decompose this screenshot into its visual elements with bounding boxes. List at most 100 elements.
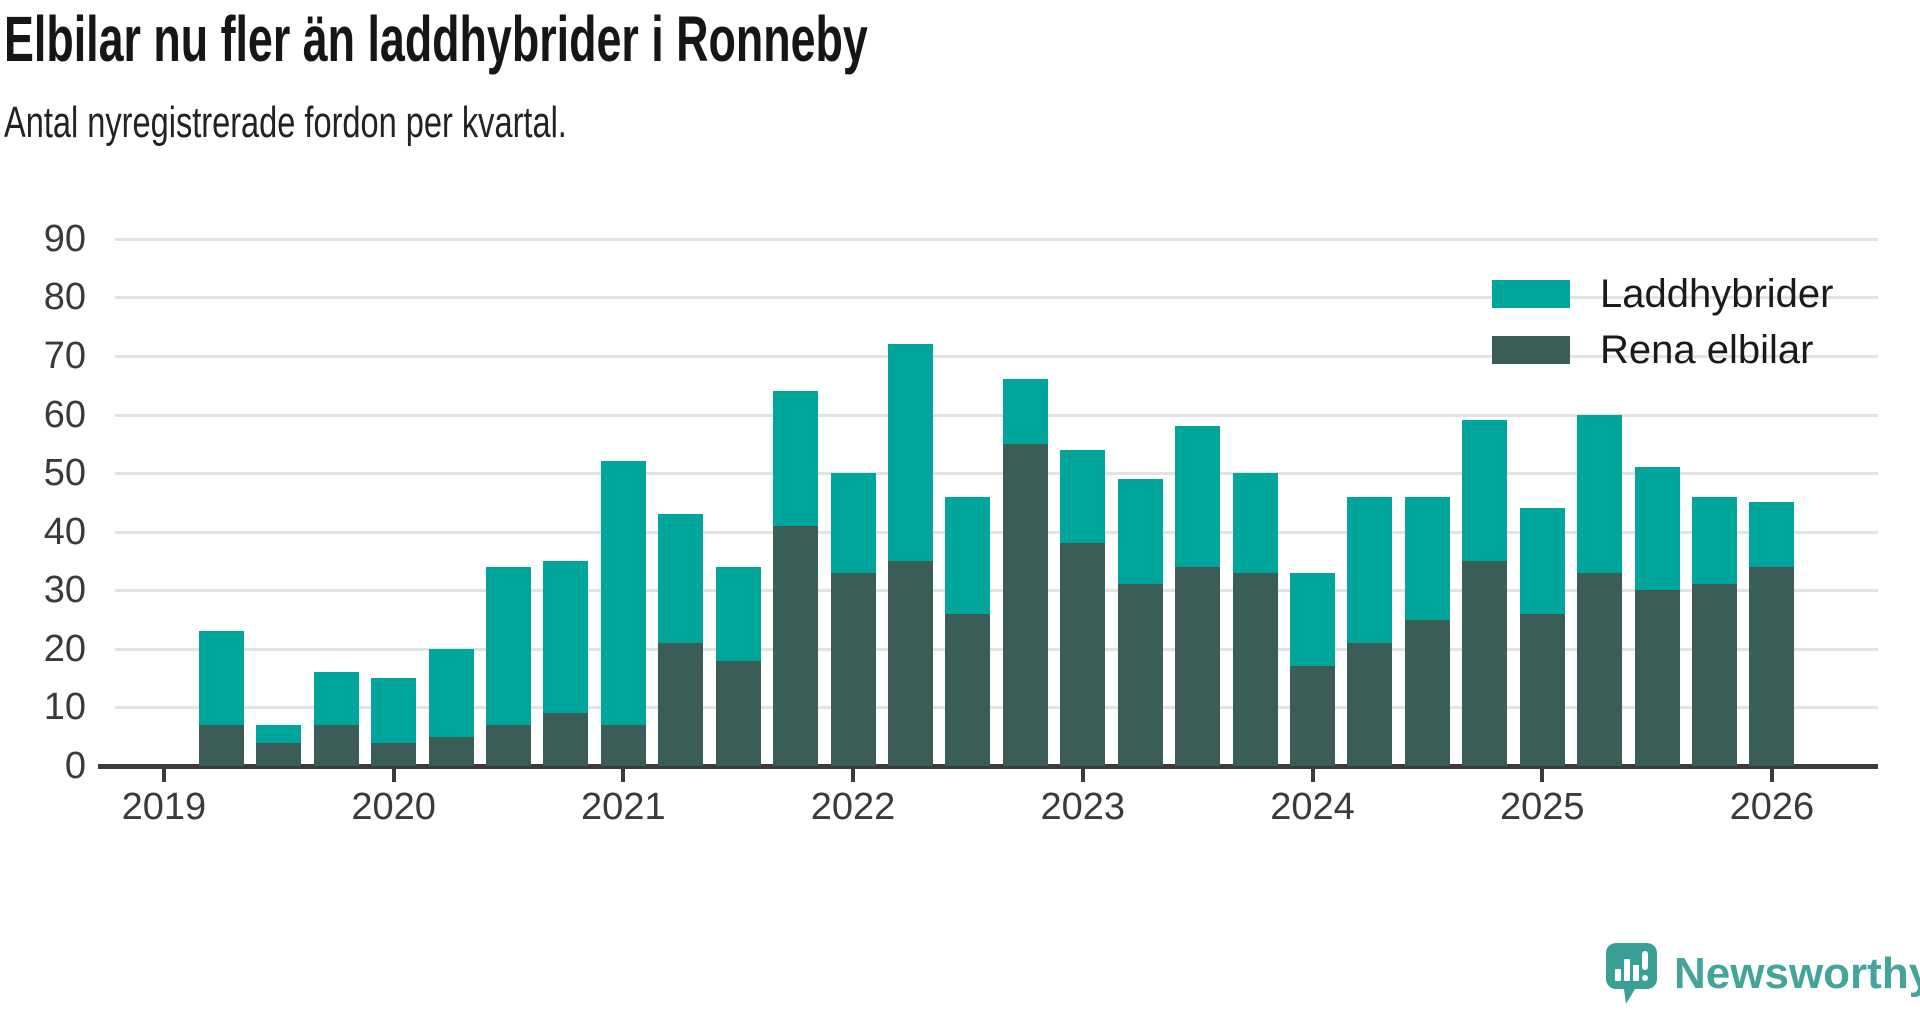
- bar-2023-Q2-laddhybrider: [1117, 479, 1163, 585]
- bar-2021-Q2-rena-elbilar: [658, 643, 704, 766]
- bar-2023-Q4-laddhybrider: [1232, 473, 1278, 573]
- bar-2020-Q1-rena-elbilar: [371, 742, 417, 766]
- legend: Laddhybrider Rena elbilar: [1492, 272, 1834, 391]
- bar-2019-Q4-rena-elbilar: [313, 725, 359, 766]
- bar-2024-Q3-rena-elbilar: [1404, 619, 1450, 766]
- bar-2022-Q4-laddhybrider: [1002, 379, 1048, 444]
- newsworthy-logo: Newsworthy: [1604, 942, 1920, 1006]
- x-axis-tick: [391, 766, 396, 782]
- legend-label-rena-elbilar: Rena elbilar: [1600, 327, 1814, 372]
- x-axis-tick-label: 2021: [581, 786, 666, 828]
- newsworthy-logo-text: Newsworthy: [1674, 949, 1920, 998]
- gridline: [115, 296, 1878, 300]
- bar-2024-Q1-rena-elbilar: [1290, 666, 1335, 766]
- bar-2020-Q4-laddhybrider: [543, 561, 589, 714]
- bar-2025-Q1-laddhybrider: [1519, 508, 1565, 614]
- bar-2025-Q1-rena-elbilar: [1519, 613, 1565, 766]
- bar-2020-Q2-rena-elbilar: [428, 736, 474, 766]
- y-axis-tick-label: 80: [43, 276, 86, 319]
- y-axis-tick-label: 90: [43, 217, 86, 260]
- bar-2019-Q2-laddhybrider: [198, 631, 244, 725]
- legend-label-laddhybrider: Laddhybrider: [1600, 271, 1834, 316]
- bar-2022-Q2-laddhybrider: [887, 344, 933, 561]
- x-axis-line: [98, 764, 1878, 769]
- x-axis-tick-label: 2024: [1270, 786, 1355, 828]
- bar-2020-Q3-laddhybrider: [485, 566, 531, 725]
- x-axis-tick-label: 2022: [810, 786, 896, 828]
- bar-2020-Q3-rena-elbilar: [485, 725, 531, 766]
- x-axis-tick-label: 2019: [121, 786, 207, 828]
- gridline: [115, 413, 1878, 417]
- gridline: [115, 706, 1878, 710]
- y-axis-tick-label: 50: [43, 452, 86, 495]
- bar-2024-Q1-laddhybrider: [1290, 572, 1335, 667]
- y-axis-tick-label: 10: [43, 686, 86, 729]
- bar-2026-Q1-rena-elbilar: [1749, 566, 1795, 766]
- gridline: [115, 530, 1878, 534]
- legend-row-laddhybrider: Laddhybrider: [1492, 272, 1834, 316]
- bar-2023-Q1-laddhybrider: [1060, 449, 1106, 544]
- gridline: [115, 472, 1878, 476]
- legend-swatch-rena-elbilar: [1492, 336, 1570, 364]
- bar-2025-Q2-laddhybrider: [1577, 414, 1623, 573]
- bar-2021-Q3-rena-elbilar: [715, 660, 761, 766]
- bar-2024-Q2-rena-elbilar: [1347, 643, 1393, 766]
- bar-2022-Q3-rena-elbilar: [945, 613, 991, 766]
- bar-2025-Q3-laddhybrider: [1634, 467, 1680, 591]
- bar-2025-Q4-laddhybrider: [1692, 496, 1737, 585]
- bar-2025-Q4-rena-elbilar: [1692, 584, 1737, 766]
- x-axis-tick-label: 2023: [1040, 786, 1126, 828]
- y-axis-tick-label: 20: [43, 627, 86, 670]
- x-axis-tick: [1769, 766, 1774, 782]
- bar-2020-Q1-laddhybrider: [371, 678, 417, 743]
- bar-2023-Q3-laddhybrider: [1175, 426, 1221, 567]
- x-axis-tick: [851, 766, 856, 782]
- bar-2021-Q4-rena-elbilar: [773, 525, 819, 766]
- gridline: [115, 237, 1878, 241]
- bar-2023-Q2-rena-elbilar: [1117, 584, 1163, 766]
- bar-2024-Q4-laddhybrider: [1462, 420, 1508, 561]
- x-axis-tick: [1540, 766, 1545, 782]
- gridline: [115, 647, 1878, 651]
- bar-2024-Q2-laddhybrider: [1347, 496, 1393, 643]
- bar-2019-Q2-rena-elbilar: [198, 725, 244, 766]
- y-axis-tick-label: 60: [43, 393, 86, 436]
- bar-2020-Q4-rena-elbilar: [543, 713, 589, 766]
- bar-2021-Q4-laddhybrider: [773, 391, 819, 526]
- bar-2021-Q1-laddhybrider: [600, 461, 646, 725]
- x-axis-tick: [161, 766, 166, 782]
- bar-2023-Q1-rena-elbilar: [1060, 543, 1106, 766]
- y-axis-tick-label: 0: [64, 745, 86, 787]
- newsworthy-logo-icon: [1606, 943, 1657, 1004]
- bar-2024-Q4-rena-elbilar: [1462, 561, 1508, 766]
- bar-2022-Q3-laddhybrider: [945, 496, 991, 614]
- x-axis-tick-label: 2020: [351, 786, 436, 828]
- bar-2021-Q3-laddhybrider: [715, 566, 761, 661]
- bar-2022-Q1-laddhybrider: [830, 473, 876, 573]
- gridline: [115, 589, 1878, 593]
- bar-2023-Q4-rena-elbilar: [1232, 572, 1278, 766]
- x-axis-tick-label: 2025: [1499, 786, 1585, 828]
- bar-2019-Q4-laddhybrider: [313, 672, 359, 725]
- x-axis-tick: [1080, 766, 1085, 782]
- x-axis-tick: [621, 766, 626, 782]
- bar-2019-Q3-rena-elbilar: [256, 742, 302, 766]
- bar-2022-Q4-rena-elbilar: [1002, 443, 1048, 766]
- legend-row-rena-elbilar: Rena elbilar: [1492, 328, 1834, 372]
- bar-2023-Q3-rena-elbilar: [1175, 566, 1221, 766]
- legend-swatch-laddhybrider: [1492, 280, 1570, 308]
- y-axis-tick-label: 40: [43, 510, 86, 553]
- chart-subtitle: Antal nyregistrerade fordon per kvartal.: [4, 98, 567, 147]
- bar-2026-Q1-laddhybrider: [1749, 502, 1795, 567]
- bar-2022-Q2-rena-elbilar: [887, 561, 933, 766]
- chart-title: Elbilar nu fler än laddhybrider i Ronneb…: [4, 3, 868, 75]
- bar-2022-Q1-rena-elbilar: [830, 572, 876, 766]
- bar-2020-Q2-laddhybrider: [428, 648, 474, 737]
- x-axis-tick-label: 2026: [1729, 786, 1815, 828]
- x-axis-tick: [1310, 766, 1315, 782]
- bar-2019-Q3-laddhybrider: [256, 725, 302, 743]
- y-axis-tick-label: 30: [43, 569, 86, 612]
- bar-2021-Q2-laddhybrider: [658, 514, 704, 643]
